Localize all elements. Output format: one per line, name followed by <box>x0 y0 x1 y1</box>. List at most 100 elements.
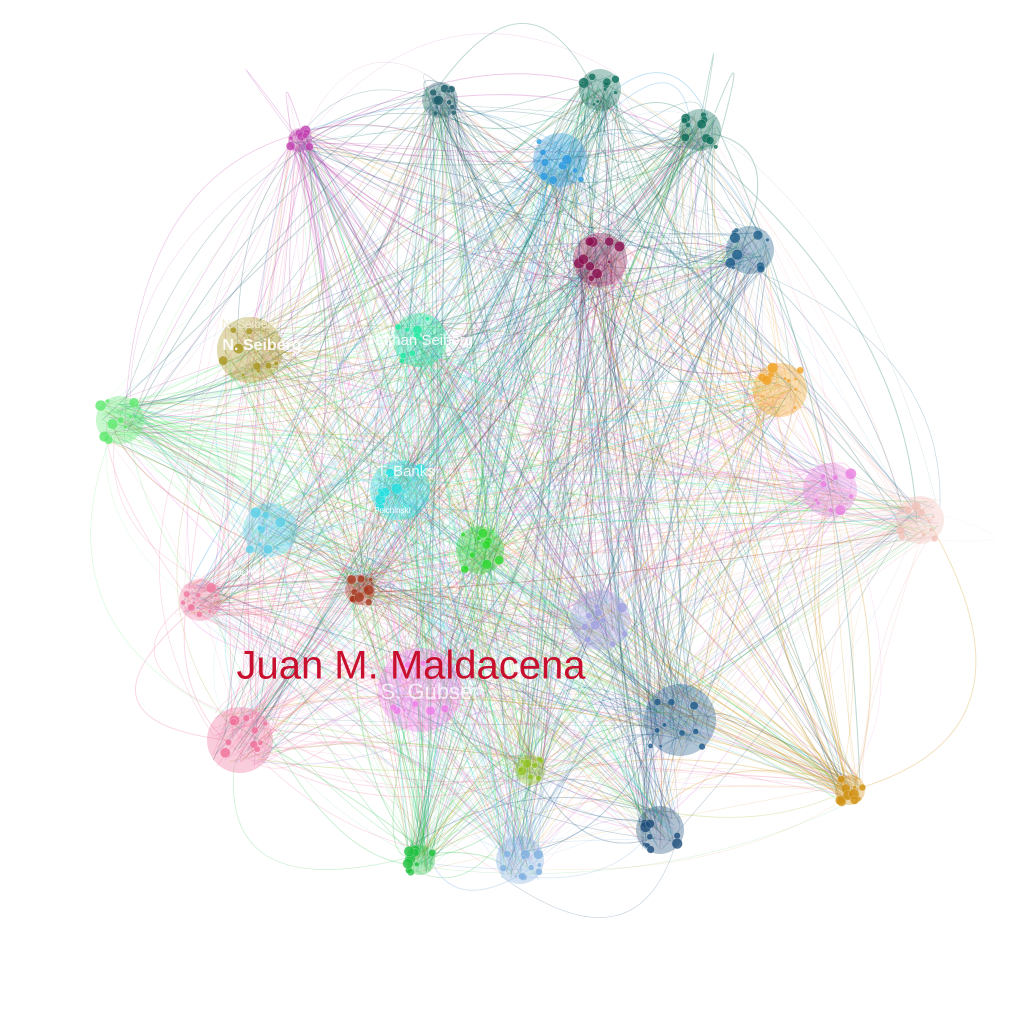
edge <box>403 144 696 699</box>
edge <box>198 339 434 590</box>
edge <box>556 166 731 256</box>
edge <box>124 437 281 515</box>
node <box>249 740 258 749</box>
edge <box>409 675 452 733</box>
edge <box>259 340 934 521</box>
edge <box>523 480 821 773</box>
edge <box>266 740 505 854</box>
edge <box>255 110 437 733</box>
edge <box>213 549 255 721</box>
edge <box>409 542 498 848</box>
node <box>819 480 828 488</box>
edge <box>483 540 857 781</box>
edge <box>684 408 765 744</box>
edge <box>522 470 823 848</box>
edge <box>587 604 853 802</box>
edge <box>269 533 862 781</box>
edge <box>241 160 581 749</box>
edge <box>526 270 582 850</box>
edge <box>363 576 456 675</box>
node <box>603 87 608 92</box>
edge <box>103 410 520 780</box>
edge <box>301 143 415 715</box>
edge <box>185 602 507 854</box>
edge <box>542 72 710 176</box>
edge <box>473 547 609 626</box>
edge <box>113 144 709 415</box>
edge <box>578 536 939 610</box>
edge <box>405 474 576 629</box>
edge <box>409 337 858 798</box>
node <box>385 690 390 695</box>
edge <box>529 618 592 855</box>
edge <box>695 251 770 724</box>
edge <box>387 373 790 490</box>
edge <box>642 230 748 844</box>
edge <box>133 412 651 843</box>
edge <box>216 327 442 742</box>
node <box>262 544 273 555</box>
edge <box>212 256 743 584</box>
node <box>584 236 595 247</box>
edge <box>476 531 542 765</box>
edge <box>229 359 422 851</box>
edge <box>358 586 858 780</box>
edge <box>412 512 524 848</box>
edge <box>302 141 531 778</box>
edge <box>449 656 461 676</box>
edge <box>397 479 424 515</box>
edge <box>210 134 292 607</box>
cluster-halo <box>636 806 684 854</box>
edge <box>524 607 603 869</box>
edge <box>235 500 917 740</box>
edge <box>399 685 428 868</box>
edge <box>448 96 588 280</box>
edge <box>681 124 859 784</box>
edge <box>302 142 405 511</box>
edge <box>555 168 580 276</box>
edge <box>360 599 405 705</box>
edge <box>217 140 296 590</box>
edge <box>512 87 590 842</box>
edge <box>123 439 289 547</box>
cluster-halo <box>573 233 627 287</box>
edge <box>261 137 326 760</box>
edge <box>196 92 612 609</box>
edge <box>602 248 786 399</box>
edge <box>441 93 539 856</box>
edge <box>422 176 582 340</box>
edge <box>262 536 465 568</box>
edge <box>422 148 578 478</box>
edge <box>264 104 588 517</box>
edge <box>225 553 477 740</box>
edge <box>350 113 427 588</box>
edge <box>666 487 815 817</box>
edge <box>500 771 851 876</box>
edge <box>290 128 685 530</box>
edge <box>308 130 491 547</box>
node <box>671 838 683 850</box>
node <box>765 237 770 242</box>
node <box>658 744 663 749</box>
node <box>265 362 272 370</box>
node <box>414 861 420 867</box>
edge <box>429 500 930 873</box>
edge <box>298 136 427 851</box>
edge <box>579 393 794 597</box>
edge <box>364 592 673 840</box>
edge <box>267 372 525 780</box>
node-label: J. Polchinski <box>366 506 411 515</box>
edge <box>409 509 448 694</box>
edge <box>376 496 624 600</box>
edge <box>108 423 494 567</box>
node <box>796 366 804 375</box>
edge <box>590 273 609 627</box>
node <box>356 575 366 584</box>
edge <box>216 466 401 614</box>
edge <box>299 143 675 705</box>
edge <box>222 360 431 866</box>
edge <box>610 95 843 782</box>
edge <box>402 339 844 493</box>
edge <box>237 339 429 867</box>
